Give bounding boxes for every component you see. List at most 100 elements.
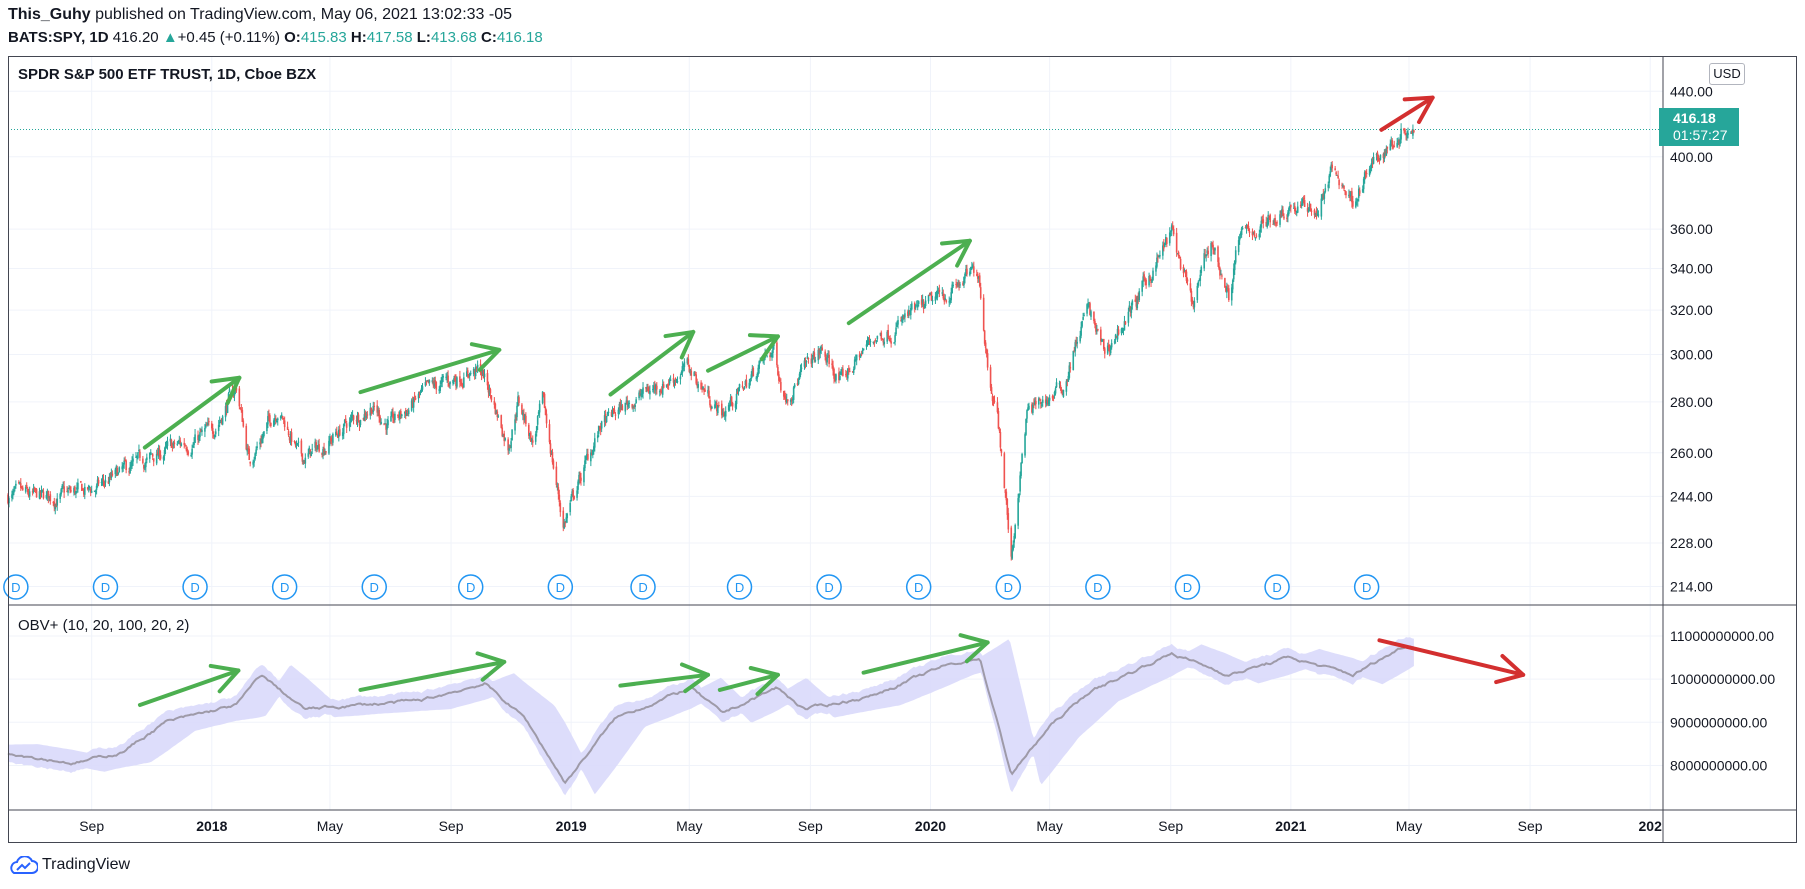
candle-body xyxy=(1005,491,1008,501)
candle-body xyxy=(150,453,153,455)
candle-body xyxy=(646,387,648,389)
candle-body xyxy=(1369,167,1372,169)
candle-body xyxy=(1265,222,1268,227)
candle-body xyxy=(880,332,883,340)
candle-body xyxy=(1093,311,1095,322)
candle-body xyxy=(1405,132,1407,135)
candle-body xyxy=(1012,544,1015,550)
candle-body xyxy=(997,410,1000,429)
candle-body xyxy=(63,486,65,493)
candle-body xyxy=(95,485,98,490)
candle-body xyxy=(151,454,154,457)
candle-body xyxy=(1097,329,1099,331)
candle-body xyxy=(11,494,13,498)
candle-body xyxy=(1032,404,1034,413)
x-tick-label: 2018 xyxy=(196,818,227,834)
candle-body xyxy=(70,490,72,492)
candle-body xyxy=(279,416,282,419)
candle-body xyxy=(1074,342,1077,352)
candle-body xyxy=(534,433,537,442)
candle-body xyxy=(198,435,200,440)
candle-body xyxy=(20,486,23,488)
candle-body xyxy=(218,421,221,424)
candle-body xyxy=(324,452,326,455)
dividend-icon-label: D xyxy=(824,580,833,595)
candle-body xyxy=(104,480,107,483)
candle-body xyxy=(255,449,257,454)
candle-body xyxy=(858,354,861,358)
candle-body xyxy=(1233,260,1236,271)
candle-body xyxy=(398,415,400,418)
candle-body xyxy=(963,276,965,286)
candle-body xyxy=(676,381,679,383)
candle-body xyxy=(1307,209,1310,212)
drawn-arrows[interactable] xyxy=(137,95,1526,708)
candle-body xyxy=(307,453,310,457)
green-arrow xyxy=(608,329,696,397)
candle-body xyxy=(262,436,264,440)
candle-body xyxy=(111,473,114,476)
candle-body xyxy=(807,358,810,360)
candle-body xyxy=(228,389,231,393)
candle-body xyxy=(413,396,416,398)
candle-body xyxy=(1190,290,1193,302)
candle-body xyxy=(985,348,988,355)
candle-body xyxy=(1163,243,1165,249)
candle-body xyxy=(439,385,442,391)
candle-body xyxy=(681,366,684,373)
candle-body xyxy=(649,390,651,395)
candle-body xyxy=(869,341,872,343)
candle-body xyxy=(201,429,203,432)
candle-body xyxy=(821,347,824,351)
candle-body xyxy=(587,453,589,460)
candle-body xyxy=(390,416,392,422)
candle-body xyxy=(24,486,27,492)
candle-body xyxy=(1295,211,1298,214)
candle-body xyxy=(606,412,609,415)
candle-body xyxy=(847,368,850,371)
x-tick-label: Sep xyxy=(798,818,823,834)
dividend-icon-label: D xyxy=(11,580,20,595)
candle-body xyxy=(962,282,964,286)
candle-body xyxy=(45,494,48,499)
candle-body xyxy=(1087,303,1089,307)
candle-body xyxy=(162,456,165,460)
candle-body xyxy=(927,295,930,302)
candle-body xyxy=(709,399,711,406)
candle-body xyxy=(1117,329,1120,335)
author-name[interactable]: This_Guhy xyxy=(8,6,91,23)
candle-body xyxy=(1142,276,1144,282)
bar-countdown: 01:57:27 xyxy=(1673,127,1728,143)
candle-body xyxy=(959,284,961,286)
candle-body xyxy=(1396,142,1398,147)
candle-body xyxy=(628,402,631,404)
candle-body xyxy=(407,410,410,415)
candle-body xyxy=(438,389,441,391)
candle-body xyxy=(1204,254,1206,256)
candle-body xyxy=(166,441,169,447)
price-tick-label: 360.00 xyxy=(1670,221,1713,237)
candle-body xyxy=(163,449,166,456)
candle-body xyxy=(1189,283,1192,291)
candle-body xyxy=(1072,350,1075,371)
candle-body xyxy=(662,384,665,388)
candle-body xyxy=(1053,391,1056,396)
candle-body xyxy=(721,413,724,415)
currency-badge[interactable]: USD xyxy=(1709,63,1745,85)
candle-body xyxy=(1323,192,1326,199)
dividend-icon xyxy=(1264,574,1290,600)
candle-body xyxy=(722,412,725,417)
candle-body xyxy=(711,407,713,409)
candle-body xyxy=(204,427,206,432)
candle-body xyxy=(611,409,614,417)
candle-body xyxy=(573,495,575,499)
candle-body xyxy=(1003,453,1006,489)
candle-body xyxy=(1355,201,1357,208)
obv-pane-title[interactable]: OBV+ (10, 20, 100, 20, 2) xyxy=(18,617,190,634)
candle-body xyxy=(35,488,38,498)
brand-footer[interactable]: TradingView xyxy=(8,856,130,874)
candle-body xyxy=(597,425,600,434)
candle-body xyxy=(371,412,374,414)
